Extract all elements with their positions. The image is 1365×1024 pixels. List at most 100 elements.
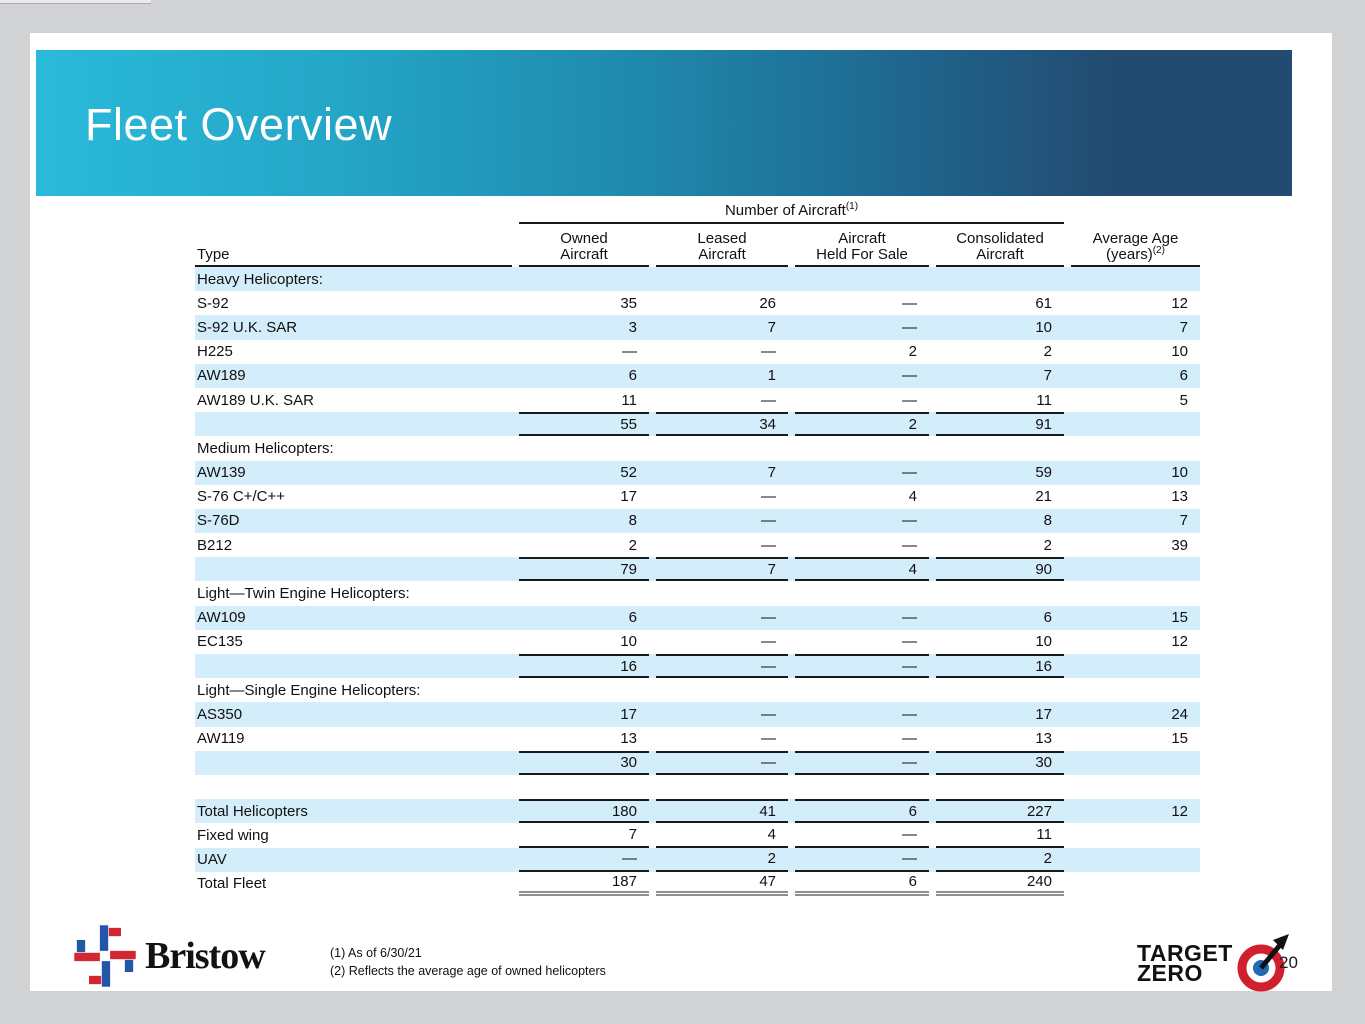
row-label: S-76 C+/C++ (197, 488, 285, 506)
value-cell: 52 (620, 464, 637, 482)
value-cell (519, 678, 649, 702)
value-cell: — (795, 654, 929, 679)
bristow-logo: Bristow (73, 924, 266, 988)
table-row: 30 — — 30 (195, 750, 1200, 775)
value-cell (936, 436, 1064, 460)
value-cell: 8 (628, 512, 637, 530)
age-cell: 7 (1179, 512, 1188, 530)
value-cell: — (656, 750, 788, 775)
footnote-2: (2) Reflects the average age of owned he… (330, 964, 606, 978)
value-cell: 6 (628, 367, 637, 385)
value-cell: 8 (1043, 512, 1052, 530)
table-row: Fixed wing 7 4 — 11 (195, 823, 1200, 848)
value-cell (795, 775, 929, 799)
table-row: Light—Single Engine Helicopters: (195, 678, 1200, 702)
age-cell (1071, 872, 1200, 896)
value-cell (519, 775, 649, 799)
value-cell: 7 (767, 318, 776, 336)
row-label: AS350 (197, 705, 243, 723)
row-label: AW189 (197, 367, 246, 385)
value-cell: 13 (620, 730, 637, 748)
table-row (195, 775, 1200, 799)
table-row: 55 34 2 91 (195, 412, 1200, 437)
age-cell: 39 (1171, 536, 1188, 554)
table-column-header-row: Type Owned Aircraft Leased Aircraft Airc… (195, 224, 1200, 267)
value-cell: 2 (1043, 536, 1052, 554)
value-cell: 2 (1043, 343, 1052, 361)
value-cell: 17 (620, 705, 637, 723)
row-label: Light—Single Engine Helicopters: (197, 681, 421, 699)
value-cell (795, 436, 929, 460)
age-cell: 15 (1171, 730, 1188, 748)
value-cell: — (902, 294, 917, 312)
column-header-leased: Leased Aircraft (656, 224, 788, 267)
value-cell: — (902, 536, 917, 554)
age-cell: 12 (1171, 633, 1188, 651)
page-number: 20 (1279, 953, 1298, 972)
value-cell: 30 (936, 750, 1064, 775)
value-cell: — (902, 705, 917, 723)
value-cell: 2 (936, 848, 1064, 872)
age-cell: 6 (1179, 367, 1188, 385)
row-label: S-92 (197, 294, 229, 312)
value-cell: — (902, 367, 917, 385)
value-cell: 34 (656, 412, 788, 437)
row-label: AW139 (197, 464, 246, 482)
row-label: Light—Twin Engine Helicopters: (197, 585, 410, 603)
value-cell: — (761, 633, 776, 651)
value-cell: 2 (656, 848, 788, 872)
column-header-consolidated: Consolidated Aircraft (936, 224, 1064, 267)
value-cell: 91 (936, 412, 1064, 437)
footnotes: (1) As of 6/30/21 (2) Reflects the avera… (330, 944, 606, 980)
value-cell: — (761, 705, 776, 723)
value-cell: 10 (1035, 633, 1052, 651)
value-cell: 187 (519, 872, 649, 896)
value-cell: 47 (656, 872, 788, 896)
age-cell (1071, 775, 1200, 799)
row-label: Medium Helicopters: (197, 439, 334, 457)
value-cell: — (761, 536, 776, 554)
table-row: AW119 13 — — 13 15 (195, 727, 1200, 751)
age-cell (1071, 654, 1200, 678)
row-label: S-76D (197, 512, 240, 530)
row-label: EC135 (197, 633, 243, 651)
row-label: S-92 U.K. SAR (197, 318, 298, 336)
value-cell (936, 581, 1064, 605)
target-zero-logo: TARGET ZERO (1137, 932, 1293, 994)
value-cell: 26 (759, 294, 776, 312)
age-cell (1071, 267, 1200, 291)
row-label: Total Fleet (197, 875, 267, 893)
value-cell: 11 (621, 391, 637, 409)
value-cell (656, 775, 788, 799)
value-cell: — (795, 848, 929, 872)
value-cell: 17 (620, 488, 637, 506)
age-cell: 15 (1171, 609, 1188, 627)
header-banner: Fleet Overview (36, 50, 1292, 196)
value-cell: — (761, 343, 776, 361)
bullseye-arrow-icon (1237, 934, 1289, 992)
value-cell: 59 (1035, 464, 1052, 482)
value-cell: 16 (936, 654, 1064, 679)
table-row: Medium Helicopters: (195, 436, 1200, 460)
value-cell: — (761, 609, 776, 627)
value-cell (519, 581, 649, 605)
row-label: Fixed wing (197, 826, 269, 844)
value-cell: — (795, 823, 929, 848)
value-cell: 79 (519, 557, 649, 582)
age-cell (1071, 557, 1200, 581)
value-cell: 35 (620, 294, 637, 312)
page-title: Fleet Overview (85, 99, 393, 150)
table-row: S-92 35 26 — 61 12 (195, 291, 1200, 315)
row-label: Heavy Helicopters: (197, 270, 323, 288)
age-cell (1071, 412, 1200, 436)
value-cell: — (761, 730, 776, 748)
footnote-1: (1) As of 6/30/21 (330, 946, 422, 960)
age-cell (1071, 581, 1200, 605)
fleet-table: Number of Aircraft(1) Type Owned Aircraf… (195, 201, 1200, 896)
value-cell: — (902, 512, 917, 530)
table-row: Total Fleet 187 47 6 240 (195, 872, 1200, 896)
value-cell: — (902, 318, 917, 336)
value-cell (795, 267, 929, 291)
age-cell: 24 (1171, 705, 1188, 723)
